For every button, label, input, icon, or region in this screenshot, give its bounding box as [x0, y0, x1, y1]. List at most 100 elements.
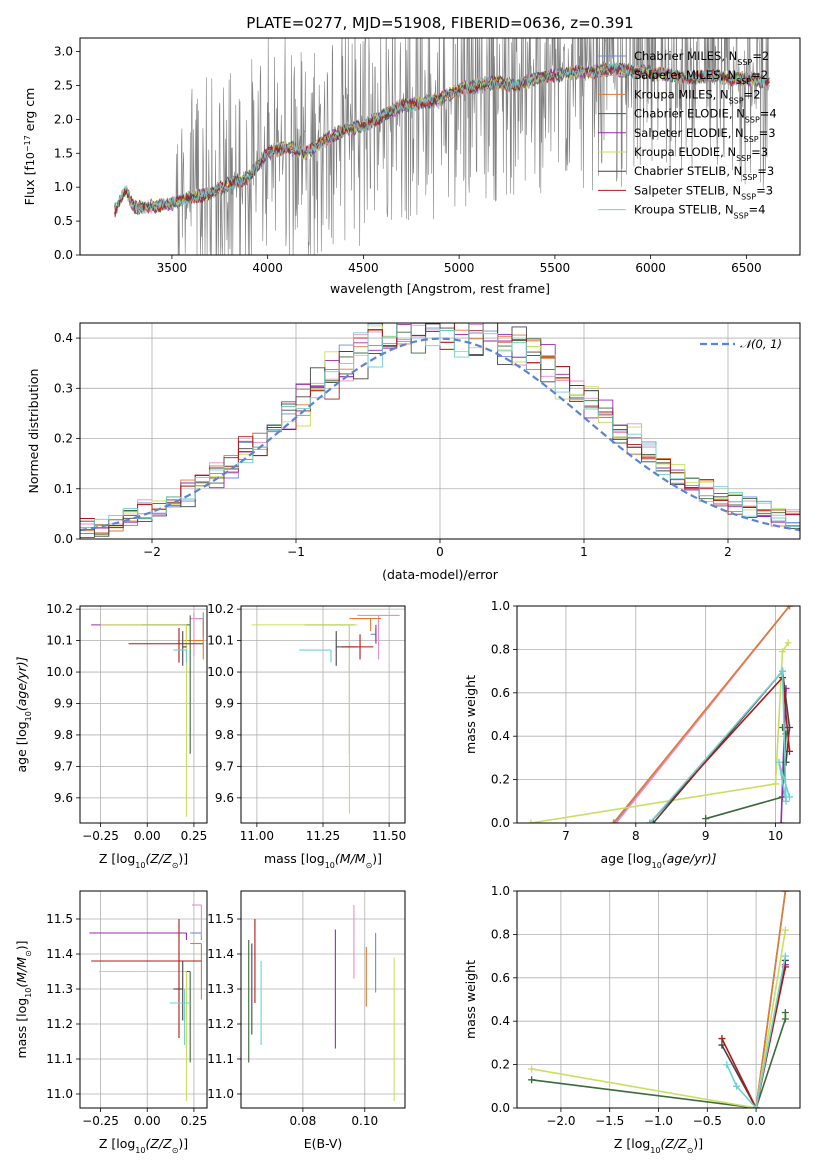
x-axis-label: (data-model)/error: [382, 567, 499, 582]
x-tick-label: −1.0: [644, 1114, 673, 1128]
y-tick-label: 10.2: [207, 602, 234, 616]
solar-symbol: ⊙: [172, 861, 179, 870]
weight-line: [531, 929, 787, 1108]
label-part: age [log: [600, 851, 651, 866]
y-tick-label: 9.8: [54, 728, 73, 742]
histogram-step: [80, 323, 800, 528]
legend-entry: Salpeter ELODIE, NSSP=3: [634, 126, 776, 144]
y-tick-label: 11.3: [46, 982, 73, 996]
label-part: SSP: [745, 115, 760, 124]
weight-marker: [786, 747, 794, 755]
y-tick-label: 2.5: [54, 78, 73, 92]
weight-marker: [777, 819, 785, 823]
x-tick-label: 4000: [252, 261, 283, 275]
label-part: 10: [135, 861, 145, 870]
mass-weight-vs-metallicity-panel: −2.0 −1.5 −1.0 −0.5 0.0 0.0 0.2 0.4 0.6 0.8 1.0 Z […: [463, 884, 801, 1155]
y-tick-label: 11.2: [46, 1017, 73, 1031]
label-part: Kroupa ELODIE: [634, 145, 720, 159]
label-part: 2: [761, 68, 768, 82]
y-axis-label: Normed distribution: [26, 369, 41, 494]
y-tick-label: 1.5: [54, 146, 73, 160]
y-tick-label: 11.5: [207, 912, 234, 926]
y-tick-label: 0.5: [54, 214, 73, 228]
solar-symbol: ⊙: [24, 950, 33, 957]
x-tick-label: 0.10: [351, 1114, 378, 1128]
axes-frame: [79, 37, 801, 256]
legend-entry: Chabrier ELODIE, NSSP=4: [634, 107, 777, 125]
x-tick-label: 6500: [731, 261, 762, 275]
y-tick-label: 10.1: [207, 634, 234, 648]
figure-title: PLATE=0277, MJD=51908, FIBERID=0636, z=0…: [246, 14, 633, 32]
label-part: Salpeter STELIB: [634, 183, 725, 197]
x-tick-label: 0.0: [747, 1114, 766, 1128]
axes-frame: [79, 322, 801, 540]
label-part: (Z/Z: [145, 1136, 172, 1151]
weight-marker: [772, 780, 780, 788]
mass-vs-ebv-panel: 0.08 0.10 11.0 11.1 11.2 11.3 11.4 11.5 E(B-V): [207, 890, 406, 1151]
y-tick-label: 11.1: [46, 1052, 73, 1066]
label-part: 3: [761, 145, 768, 159]
label-part: N: [732, 183, 741, 197]
legend-entry: Kroupa ELODIE, NSSP=3: [634, 145, 768, 163]
x-tick-label: 11.25: [306, 829, 340, 843]
label-part: erg cm: [22, 88, 37, 136]
label-part: N: [729, 49, 738, 63]
label-part: SSP: [742, 173, 757, 182]
label-part: 10: [650, 1146, 660, 1155]
label-part: SSP: [741, 192, 756, 201]
label-part: mass [log: [264, 851, 325, 866]
label-part: −17: [23, 135, 32, 152]
weight-marker: [781, 891, 789, 895]
weight-line: [726, 955, 787, 1108]
legend-entry: 𝒩(0, 1): [740, 337, 782, 351]
weight-marker: [781, 1015, 789, 1023]
y-tick-label: 0.4: [491, 1014, 510, 1028]
label-part: N: [725, 203, 734, 217]
y-tick-label: 1.0: [491, 599, 510, 613]
label-part: 3: [766, 183, 773, 197]
y-tick-label: 9.6: [215, 791, 234, 805]
y-tick-label: 10.2: [46, 602, 73, 616]
weight-marker: [786, 793, 794, 801]
label-part: 2: [762, 49, 769, 63]
label-part: (M/M: [14, 957, 29, 988]
y-tick-label: 0.1: [54, 482, 73, 496]
weight-line: [755, 891, 787, 1108]
y-tick-label: 0.0: [491, 816, 510, 830]
label-part: SSP: [729, 96, 744, 105]
label-part: N: [727, 68, 736, 82]
label-part: 4: [758, 203, 765, 217]
y-tick-label: 0.4: [54, 331, 73, 345]
histogram-step: [80, 323, 800, 538]
x-tick-label: 0: [436, 545, 444, 559]
label-part: N: [735, 126, 744, 140]
label-part: N: [736, 107, 745, 121]
weight-marker: [528, 1076, 536, 1084]
x-tick-label: 0.25: [181, 1114, 208, 1128]
x-axis-label: Z [log10(Z/Z⊙)]: [99, 1136, 188, 1155]
weight-marker: [782, 758, 790, 766]
y-tick-label: 11.2: [207, 1017, 234, 1031]
y-axis-label: mass [log10(M/M⊙)]: [14, 940, 33, 1058]
weight-marker: [718, 1035, 726, 1043]
axes-frame: [79, 890, 208, 1109]
weight-marker: [775, 758, 783, 766]
axes-frame: [79, 605, 208, 824]
weight-line: [652, 669, 791, 823]
weight-lines: [528, 891, 789, 1108]
y-tick-label: 0.0: [491, 1101, 510, 1115]
weight-marker: [784, 639, 792, 647]
label-part: 10: [24, 988, 33, 998]
label-part: 10: [24, 711, 33, 721]
label-part: 4: [769, 107, 776, 121]
y-tick-label: 0.2: [491, 773, 510, 787]
label-part: age [log: [14, 721, 29, 772]
weight-marker: [527, 819, 535, 823]
y-tick-label: 11.4: [46, 947, 73, 961]
y-tick-label: 0.8: [491, 927, 510, 941]
error-bars: [251, 614, 400, 814]
model-spectrum: [114, 62, 770, 216]
x-axis-label: Z [log10(Z/Z⊙)]: [614, 1136, 703, 1155]
x-tick-label: 7: [562, 829, 570, 843]
x-tick-label: 11.50: [372, 829, 406, 843]
